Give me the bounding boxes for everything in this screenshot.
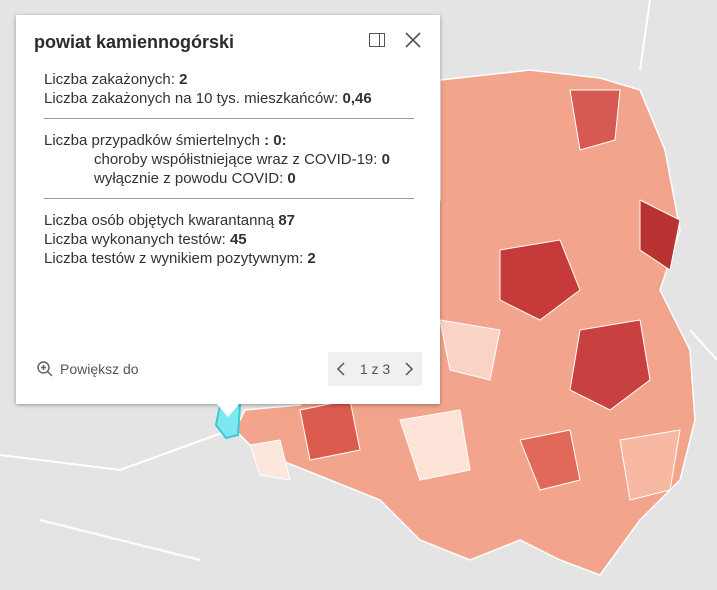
zoom-label: Powiększ do: [60, 361, 139, 377]
popup-content: Liczba zakażonych: 2 Liczba zakażonych na…: [44, 70, 414, 278]
popup-footer: Powiększ do 1 z 3: [36, 352, 422, 386]
prev-button[interactable]: [336, 361, 346, 377]
field-value: 0: [287, 170, 296, 187]
popup-section: Liczba zakażonych: 2 Liczba zakażonych na…: [44, 70, 414, 118]
pager-label: 1 z 3: [359, 361, 391, 377]
field-row: Liczba testów z wynikiem pozytywnym: 2: [44, 249, 414, 268]
field-label: Liczba zakażonych:: [44, 71, 175, 88]
field-value: : 0:: [264, 132, 287, 149]
region: [299, 399, 361, 461]
field-label: Liczba wykonanych testów:: [44, 231, 226, 248]
dock-button[interactable]: [368, 31, 386, 49]
popup-actions: [368, 31, 422, 49]
popup: powiat kamiennogórski Liczba zakażonych:…: [16, 15, 440, 404]
region: [619, 429, 681, 501]
region: [249, 439, 291, 481]
field-value: 87: [278, 212, 296, 229]
zoom-to[interactable]: Powiększ do: [36, 360, 139, 378]
close-button[interactable]: [404, 31, 422, 49]
field-label: Liczba osób objętych kwarantanną: [44, 212, 275, 229]
region: [639, 199, 681, 271]
popup-title: powiat kamiennogórski: [34, 32, 235, 52]
field-row: Liczba zakażonych: 2: [44, 70, 414, 89]
popup-section: Liczba osób objętych kwarantanną 87 Liczb…: [44, 198, 414, 278]
field-label: Liczba testów z wynikiem pozytywnym:: [44, 250, 304, 267]
zoom-icon: [37, 361, 53, 377]
field-row: choroby współistniejące wraz z COVID-19:…: [44, 150, 414, 169]
field-value: 2: [179, 71, 188, 88]
field-row: Liczba osób objętych kwarantanną 87: [44, 211, 414, 230]
region: [519, 429, 581, 491]
field-label: wyłącznie z powodu COVID:: [94, 170, 284, 187]
field-label: Liczba przypadków śmiertelnych: [44, 132, 260, 149]
next-button[interactable]: [404, 361, 414, 377]
field-row: Liczba zakażonych na 10 tys. mieszkańców…: [44, 89, 414, 108]
field-value: 0,46: [342, 90, 372, 107]
region: [499, 239, 581, 321]
field-label: Liczba zakażonych na 10 tys. mieszkańców…: [44, 90, 339, 107]
field-value: 45: [229, 231, 247, 248]
popup-pointer: [216, 403, 240, 417]
popup-section: Liczba przypadków śmiertelnych : 0: choro…: [44, 118, 414, 198]
region: [399, 409, 471, 481]
field-value: 0: [381, 151, 390, 168]
country-border: [0, 0, 717, 561]
field-label: choroby współistniejące wraz z COVID-19:: [94, 151, 378, 168]
pager: 1 z 3: [328, 352, 422, 386]
region: [569, 319, 651, 411]
field-row: Liczba przypadków śmiertelnych : 0:: [44, 131, 414, 150]
region: [569, 89, 621, 151]
region: [439, 319, 501, 381]
field-value: 2: [307, 250, 316, 267]
field-row: wyłącznie z powodu COVID: 0: [44, 169, 414, 188]
field-row: Liczba wykonanych testów: 45: [44, 230, 414, 249]
